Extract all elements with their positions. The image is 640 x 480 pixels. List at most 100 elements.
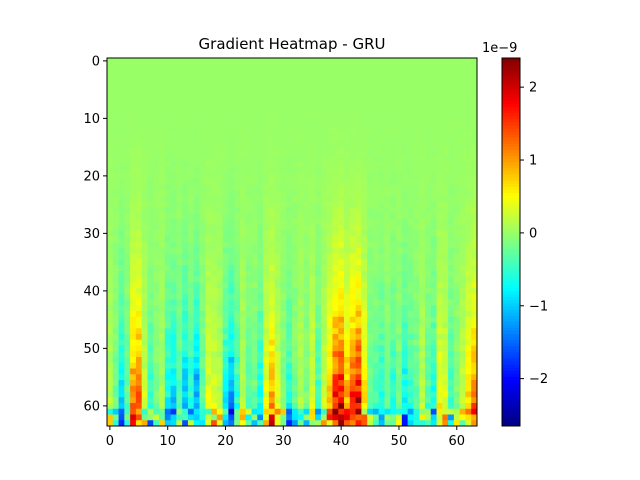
heatmap-cell (332, 374, 339, 381)
heatmap-cell (448, 155, 455, 162)
heatmap-cell (401, 109, 408, 116)
heatmap-cell (280, 201, 287, 208)
heatmap-cell (378, 374, 385, 381)
heatmap-cell (349, 270, 356, 277)
heatmap-cell (297, 138, 304, 145)
heatmap-cell (205, 420, 212, 427)
colorbar-band (502, 251, 520, 255)
heatmap-cell (355, 282, 362, 289)
heatmap-cell (303, 357, 310, 364)
heatmap-cell (205, 293, 212, 300)
heatmap-cell (112, 322, 119, 329)
heatmap-cell (442, 213, 449, 220)
heatmap-cell (361, 104, 368, 111)
heatmap-cell (193, 98, 200, 105)
heatmap-cell (465, 58, 472, 65)
heatmap-cell (436, 334, 443, 341)
heatmap-cell (153, 339, 160, 346)
heatmap-cell (401, 380, 408, 387)
heatmap-cell (124, 288, 131, 295)
heatmap-cell (234, 385, 241, 392)
heatmap-cell (303, 167, 310, 174)
heatmap-cell (263, 230, 270, 237)
heatmap-cell (211, 219, 218, 226)
heatmap-cell (338, 293, 345, 300)
heatmap-cell (170, 305, 177, 312)
heatmap-cell (292, 299, 299, 306)
heatmap-cell (315, 322, 322, 329)
heatmap-cell (378, 121, 385, 128)
heatmap-cell (187, 144, 195, 151)
heatmap-cell (442, 351, 449, 358)
heatmap-cell (355, 420, 362, 427)
heatmap-cell (118, 81, 125, 88)
heatmap-cell (251, 334, 258, 341)
heatmap-cell (332, 213, 339, 220)
heatmap-cell (239, 58, 247, 65)
heatmap-cell (170, 414, 177, 421)
heatmap-cell (309, 334, 316, 341)
heatmap-cell (211, 265, 218, 272)
heatmap-cell (182, 288, 189, 295)
heatmap-cell (401, 414, 408, 421)
heatmap-cell (303, 299, 310, 306)
heatmap-cell (112, 98, 119, 105)
heatmap-cell (193, 403, 200, 410)
heatmap-cell (367, 92, 374, 99)
heatmap-cell (297, 98, 304, 105)
heatmap-cell (135, 334, 143, 341)
heatmap-cell (182, 144, 189, 151)
heatmap-cell (372, 311, 380, 318)
heatmap-cell (401, 201, 408, 208)
heatmap-cell (245, 58, 252, 65)
heatmap-cell (453, 190, 461, 197)
heatmap-cell (257, 92, 264, 99)
heatmap-cell (413, 98, 420, 105)
heatmap-cell (130, 397, 137, 404)
heatmap-cell (147, 328, 154, 335)
heatmap-cell (448, 403, 455, 410)
heatmap-cell (118, 224, 125, 231)
heatmap-cell (459, 351, 466, 358)
heatmap-cell (280, 132, 287, 139)
colorbar-band (502, 156, 520, 160)
heatmap-cell (112, 178, 119, 185)
heatmap-cell (390, 236, 397, 243)
heatmap-cell (193, 305, 200, 312)
heatmap-cell (153, 362, 160, 369)
heatmap-cell (112, 121, 119, 128)
heatmap-cell (187, 259, 195, 266)
heatmap-cell (297, 63, 304, 70)
heatmap-cell (199, 357, 206, 364)
heatmap-cell (153, 75, 160, 82)
heatmap-cell (107, 311, 114, 318)
heatmap-cell (419, 311, 426, 318)
heatmap-cell (159, 86, 166, 93)
heatmap-cell (384, 299, 391, 306)
heatmap-cell (320, 265, 328, 272)
heatmap-cell (268, 357, 276, 364)
heatmap-cell (361, 121, 368, 128)
heatmap-cell (309, 282, 316, 289)
heatmap-cell (378, 98, 385, 105)
heatmap-cell (320, 69, 328, 76)
heatmap-cell (274, 92, 281, 99)
heatmap-cell (257, 98, 264, 105)
heatmap-cell (205, 201, 212, 208)
heatmap-cell (274, 414, 281, 421)
heatmap-cell (170, 161, 177, 168)
heatmap-cell (413, 173, 420, 180)
heatmap-cell (280, 230, 287, 237)
heatmap-cell (257, 420, 264, 427)
heatmap-cell (176, 299, 183, 306)
heatmap-cell (430, 104, 437, 111)
heatmap-cell (344, 207, 351, 214)
heatmap-cell (187, 196, 195, 203)
heatmap-cell (193, 104, 200, 111)
heatmap-cell (430, 132, 437, 139)
heatmap-cell (112, 230, 119, 237)
heatmap-cell (407, 276, 414, 283)
heatmap-cell (378, 408, 385, 415)
heatmap-cell (251, 167, 258, 174)
heatmap-cell (216, 242, 223, 249)
